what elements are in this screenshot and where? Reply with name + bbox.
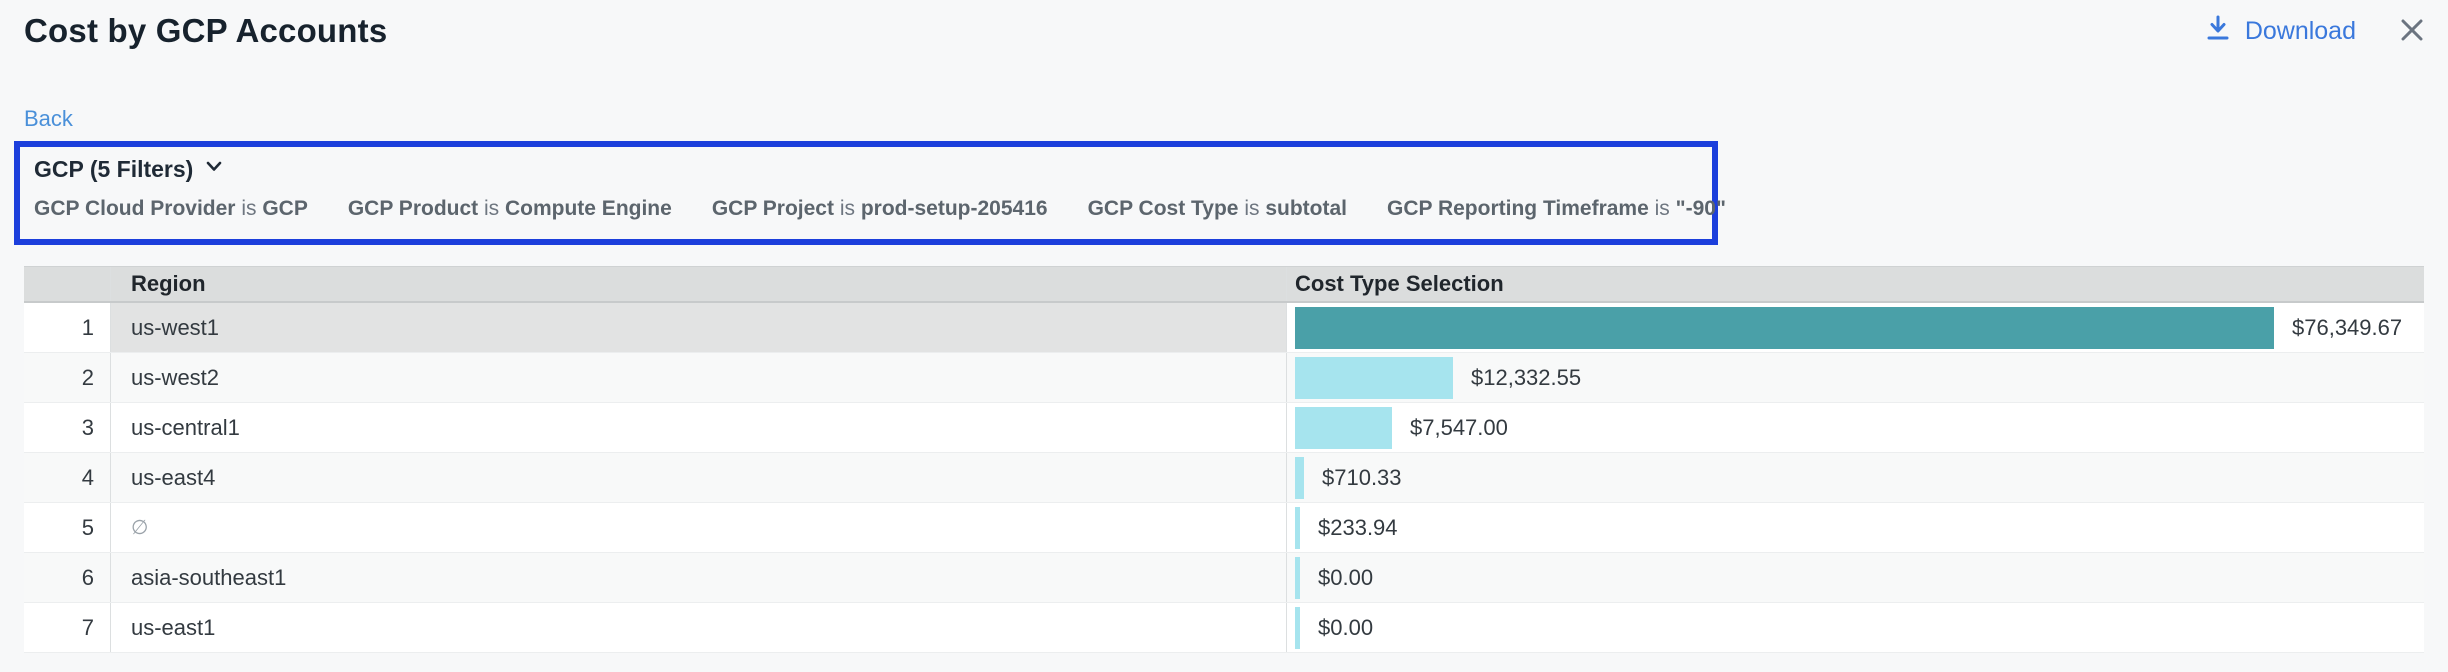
region-label: asia-southeast1 (131, 565, 286, 591)
cost-bar[interactable] (1295, 407, 1392, 449)
cost-bar[interactable] (1295, 357, 1453, 399)
row-number-cell: 5 (24, 503, 110, 552)
table-row: 6 asia-southeast1 $0.00 (24, 553, 2424, 603)
back-link[interactable]: Back (24, 106, 73, 132)
cost-value-label: $0.00 (1318, 615, 1373, 641)
cost-cell[interactable]: $233.94 (1286, 503, 2424, 552)
filter-box: GCP (5 Filters) GCP Cloud Provider is GC… (14, 141, 1718, 245)
filter-field: GCP Reporting Timeframe (1387, 197, 1649, 220)
close-icon (2396, 14, 2428, 49)
filter-operator: is (1238, 197, 1265, 220)
region-label: us-west2 (131, 365, 219, 391)
filter-item[interactable]: GCP Cloud Provider is GCP (34, 197, 308, 221)
cost-cell[interactable]: $0.00 (1286, 603, 2424, 652)
filter-summary-toggle[interactable]: GCP (5 Filters) (34, 155, 225, 183)
table-row: 4 us-east4 $710.33 (24, 453, 2424, 503)
region-cell[interactable]: ∅ (110, 503, 1286, 552)
filter-value: Compute Engine (505, 197, 672, 220)
region-label: us-west1 (131, 315, 219, 341)
table-row: 2 us-west2 $12,332.55 (24, 353, 2424, 403)
filter-operator: is (478, 197, 505, 220)
region-column-header[interactable]: Region (110, 267, 1286, 301)
filter-value: GCP (262, 197, 308, 220)
cost-cell[interactable]: $76,349.67 (1286, 303, 2424, 352)
close-button[interactable] (2392, 10, 2432, 53)
region-cell[interactable]: us-central1 (110, 403, 1286, 452)
cost-cell[interactable]: $0.00 (1286, 553, 2424, 602)
table-header-row: Region Cost Type Selection (24, 266, 2424, 303)
row-number-cell: 6 (24, 553, 110, 602)
row-number-cell: 2 (24, 353, 110, 402)
region-cell[interactable]: us-west2 (110, 353, 1286, 402)
filter-field: GCP Product (348, 197, 478, 220)
cost-value-label: $233.94 (1318, 515, 1398, 541)
filter-operator: is (1649, 197, 1676, 220)
cost-cell[interactable]: $710.33 (1286, 453, 2424, 502)
header-actions: Download (2203, 10, 2432, 53)
cost-cell[interactable]: $7,547.00 (1286, 403, 2424, 452)
region-cell[interactable]: us-east4 (110, 453, 1286, 502)
filter-field: GCP Cost Type (1088, 197, 1239, 220)
table-body: 1us-west1$76,349.672us-west2$12,332.553u… (24, 303, 2424, 653)
filter-item[interactable]: GCP Reporting Timeframe is "-90" (1387, 197, 1726, 221)
filter-field: GCP Cloud Provider (34, 197, 235, 220)
cost-bar[interactable] (1295, 557, 1300, 599)
cost-type-selection-column-header[interactable]: Cost Type Selection (1286, 267, 2424, 301)
row-number-cell: 4 (24, 453, 110, 502)
filter-value: "-90" (1676, 197, 1726, 220)
download-button[interactable]: Download (2203, 13, 2356, 50)
cost-bar[interactable] (1295, 457, 1304, 499)
filter-value: prod-setup-205416 (861, 197, 1048, 220)
results-table: Region Cost Type Selection 1 us-west1 $76,… (24, 266, 2424, 653)
cost-bar[interactable] (1295, 307, 2274, 349)
table-row: 5 ∅ $233.94 (24, 503, 2424, 553)
row-number-column-header (24, 267, 110, 301)
null-value-glyph: ∅ (131, 515, 148, 540)
filter-summary-label: GCP (5 Filters) (34, 156, 193, 183)
chevron-down-icon (203, 155, 225, 183)
page-title: Cost by GCP Accounts (24, 12, 387, 50)
row-number-cell: 1 (24, 303, 110, 352)
cost-value-label: $76,349.67 (2292, 315, 2402, 341)
table-row: 3 us-central1 $7,547.00 (24, 403, 2424, 453)
region-label: us-east4 (131, 465, 215, 491)
cost-value-label: $7,547.00 (1410, 415, 1508, 441)
cost-bar[interactable] (1295, 507, 1300, 549)
download-label: Download (2245, 17, 2356, 46)
filter-list: GCP Cloud Provider is GCP GCP Product is … (34, 197, 1712, 221)
row-number-cell: 7 (24, 603, 110, 652)
region-cell[interactable]: us-west1 (110, 303, 1286, 352)
filter-operator: is (834, 197, 861, 220)
region-cell[interactable]: us-east1 (110, 603, 1286, 652)
cost-value-label: $12,332.55 (1471, 365, 1581, 391)
download-icon (2203, 13, 2233, 50)
filter-item[interactable]: GCP Product is Compute Engine (348, 197, 672, 221)
table-row: 7 us-east1 $0.00 (24, 603, 2424, 653)
region-label: us-east1 (131, 615, 215, 641)
region-cell[interactable]: asia-southeast1 (110, 553, 1286, 602)
filter-value: subtotal (1265, 197, 1347, 220)
cost-bar[interactable] (1295, 607, 1300, 649)
filter-item[interactable]: GCP Project is prod-setup-205416 (712, 197, 1048, 221)
table-row: 1 us-west1 $76,349.67 (24, 303, 2424, 353)
region-label: us-central1 (131, 415, 240, 441)
filter-field: GCP Project (712, 197, 834, 220)
drill-modal: Cost by GCP Accounts Download Back GCP (… (0, 0, 2448, 672)
cost-cell[interactable]: $12,332.55 (1286, 353, 2424, 402)
filter-item[interactable]: GCP Cost Type is subtotal (1088, 197, 1347, 221)
filter-operator: is (235, 197, 262, 220)
cost-value-label: $0.00 (1318, 565, 1373, 591)
cost-value-label: $710.33 (1322, 465, 1402, 491)
row-number-cell: 3 (24, 403, 110, 452)
